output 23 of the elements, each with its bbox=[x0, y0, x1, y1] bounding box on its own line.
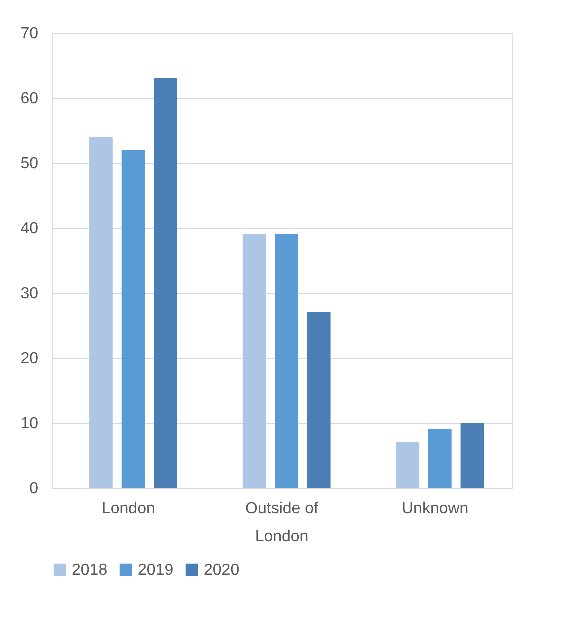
y-tick-label: 10 bbox=[20, 416, 39, 432]
bar bbox=[242, 234, 266, 488]
bar bbox=[275, 234, 299, 488]
y-tick-label: 60 bbox=[20, 90, 39, 108]
bar bbox=[428, 430, 452, 488]
bar bbox=[396, 442, 420, 488]
bar bbox=[90, 137, 113, 488]
bar bbox=[154, 78, 178, 488]
legend-label: 2018 bbox=[72, 562, 108, 579]
legend-label: 2019 bbox=[138, 562, 174, 579]
y-tick-label: 70 bbox=[20, 26, 39, 42]
y-tick-label: 0 bbox=[30, 480, 39, 498]
y-tick-label: 50 bbox=[20, 156, 39, 172]
y-tick-label: 30 bbox=[20, 286, 39, 302]
y-tick-label: 40 bbox=[20, 220, 39, 238]
x-tick-label: London bbox=[102, 500, 156, 518]
x-tick-label: Outside of London bbox=[246, 500, 320, 546]
bar bbox=[122, 150, 146, 488]
legend-label: 2020 bbox=[204, 562, 240, 579]
y-tick-label: 20 bbox=[20, 350, 39, 368]
bar bbox=[460, 423, 484, 488]
x-tick-label: Unknown bbox=[402, 500, 469, 518]
bar bbox=[307, 312, 331, 488]
